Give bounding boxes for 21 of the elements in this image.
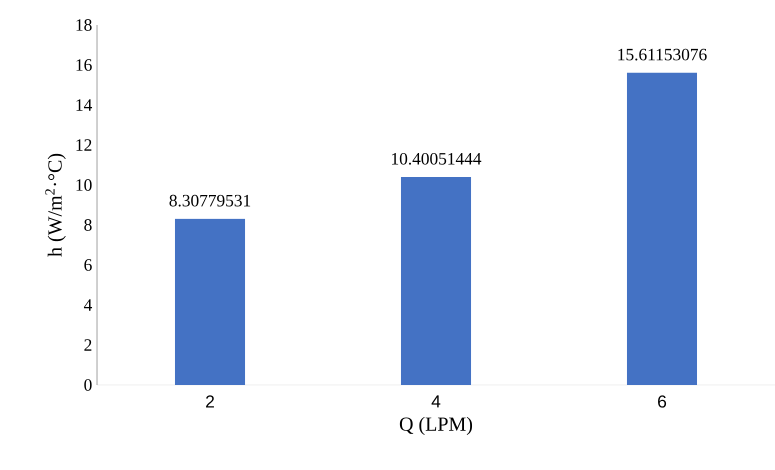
bar xyxy=(174,218,246,385)
x-tick-label: 2 xyxy=(206,395,214,408)
y-tick-label: 18 xyxy=(76,19,92,31)
x-axis-title: Q (LPM) xyxy=(400,416,472,435)
y-tick-label: 12 xyxy=(76,139,92,151)
y-tick-label: 16 xyxy=(76,59,92,71)
bar xyxy=(626,72,698,385)
y-tick-label: 4 xyxy=(84,299,92,311)
data-label: 10.40051444 xyxy=(392,152,482,165)
bar xyxy=(400,176,472,385)
y-tick-label: 2 xyxy=(84,339,92,351)
x-tick-label: 4 xyxy=(432,395,440,408)
y-tick-label: 10 xyxy=(76,179,92,191)
y-tick-label: 6 xyxy=(84,259,92,271)
y-tick-label: 0 xyxy=(84,379,92,391)
data-label: 8.30779531 xyxy=(170,194,250,207)
data-label: 15.61153076 xyxy=(618,48,707,60)
x-tick-label: 6 xyxy=(658,395,666,408)
y-tick-label: 8 xyxy=(84,219,92,231)
y-tick-label: 14 xyxy=(76,99,92,111)
y-axis-title: h (W/m$^{2}$·°C) xyxy=(45,154,66,257)
